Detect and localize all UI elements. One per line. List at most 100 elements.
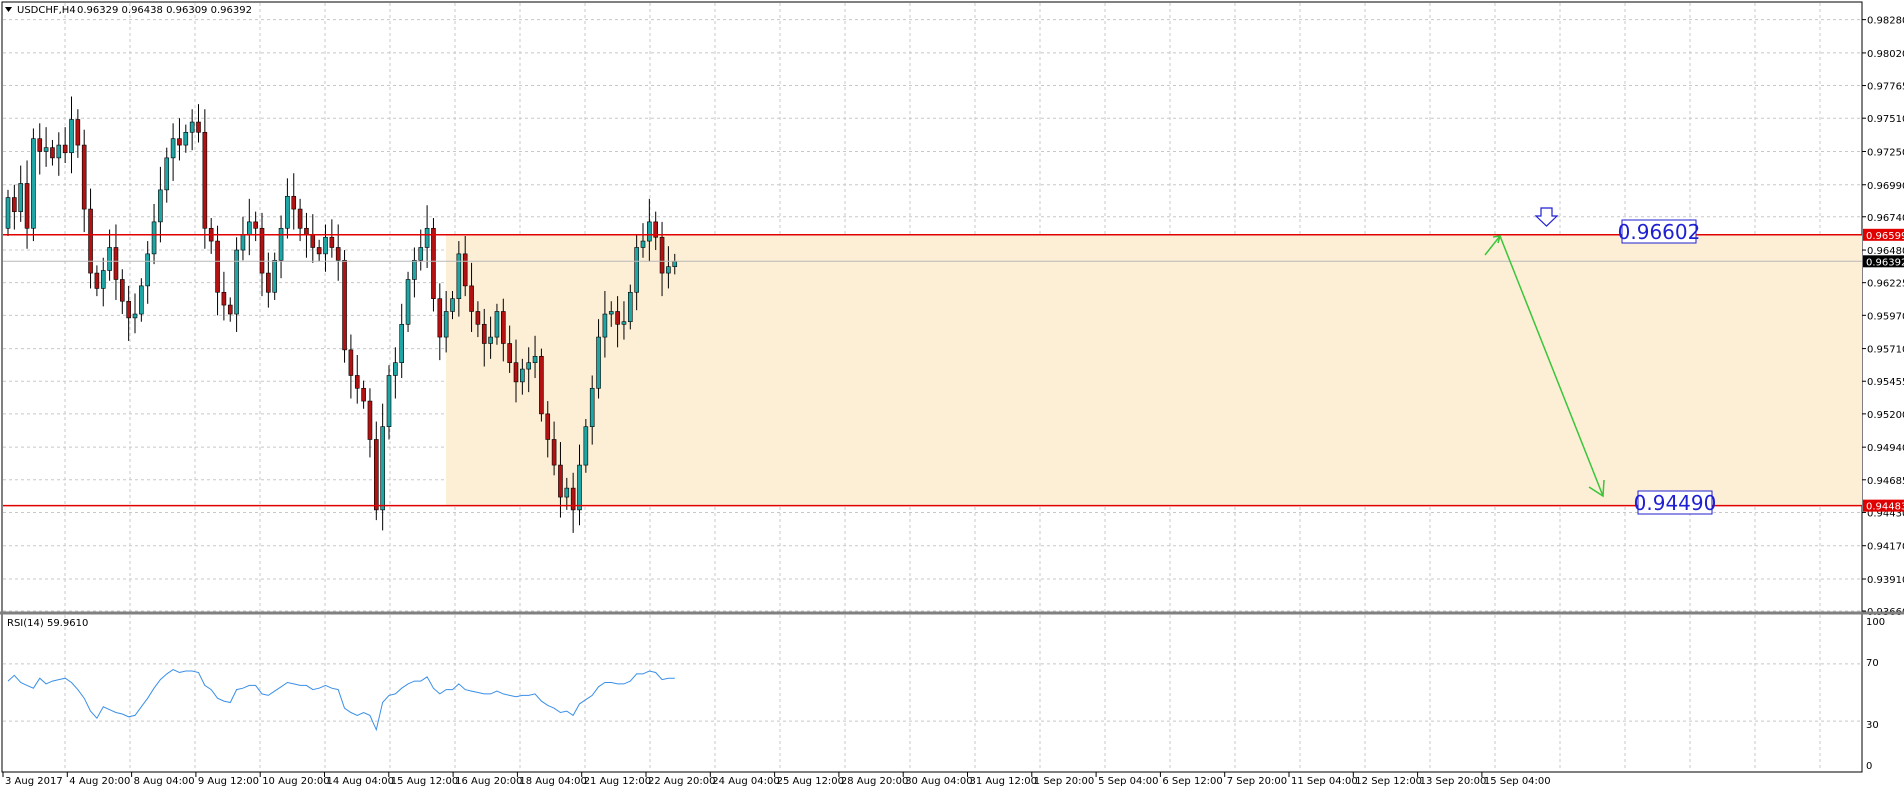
time-tick-label: 16 Aug 20:00 [455,776,522,787]
candle-body [507,343,512,363]
projection-arrow[interactable] [1484,235,1605,498]
time-tick-label: 10 Aug 20:00 [262,776,329,787]
candle-body [94,272,100,289]
down-arrow-icon[interactable] [1534,207,1559,227]
candle-body [551,439,557,466]
candle-body [196,121,201,133]
candle-body [367,400,373,440]
candle-body [405,279,411,325]
time-tick-label: 8 Aug 04:00 [134,776,195,787]
candle-body [615,311,620,325]
candle-body [348,349,354,376]
candle-body [469,285,474,312]
candle-body [69,119,74,154]
time-tick-label: 14 Aug 04:00 [327,776,394,787]
candle-body [240,234,246,251]
candle-body [107,247,112,271]
candle-body [500,311,506,344]
candle-body [539,355,544,415]
candle-body [62,144,68,154]
candle-body [145,253,150,287]
candle-body [329,236,335,248]
rsi-level-30: 30 [1866,720,1879,731]
time-tick-label: 1 Sep 20:00 [1034,776,1094,787]
time-tick-label: 3 Aug 2017 [5,776,63,787]
candle-body [126,300,131,319]
candle-body [234,249,239,315]
time-tick-label: 7 Sep 20:00 [1227,776,1287,787]
time-tick-label: 24 Aug 04:00 [712,776,779,787]
candle-body [564,487,570,498]
rsi-axis: 100 70 30 0 [1866,617,1885,772]
rsi-title: RSI(14) 59.9610 [7,618,88,629]
dropdown-triangle-icon[interactable] [5,7,12,12]
time-tick-label: 6 Sep 12:00 [1162,776,1222,787]
time-tick-label: 15 Sep 04:00 [1484,776,1551,787]
candle-body [291,195,297,210]
candle-body [139,285,144,315]
upper-price-label[interactable]: 0.96602 [1618,219,1701,244]
candles [5,96,678,533]
candle-body [608,311,614,315]
candle-body [88,208,93,274]
candle-body [259,227,265,274]
candle-body [520,368,525,383]
candle-body [272,259,278,293]
candle-body [583,426,589,466]
candle-body [151,221,157,255]
rsi-level-70: 70 [1866,658,1879,669]
candle-body [335,247,341,261]
candle-body [297,208,303,229]
candle-body [12,197,17,212]
candle-body [170,138,176,159]
rsi-panel-frame [1,613,1863,773]
candle-body [431,227,436,299]
time-tick-label: 25 Aug 12:00 [777,776,844,787]
candle-body [113,247,119,280]
chart-header: USDCHF,H4 0.96329 0.96438 0.96309 0.9639… [5,5,252,16]
current-price-tag: 0.96392 [1863,255,1904,268]
candle-body [310,234,316,248]
ohlc-readout: 0.96329 0.96438 0.96309 0.96392 [77,5,252,16]
time-tick-label: 15 Aug 12:00 [391,776,458,787]
candle-body [596,336,601,389]
svg-text:0.96392: 0.96392 [1866,257,1904,268]
price-tick-label: 0.95455 [1867,377,1904,388]
candle-body [475,311,481,325]
candle-body [354,375,360,389]
candle-body [100,270,106,289]
lower-price-label[interactable]: 0.94490 [1634,490,1717,515]
candle-body [399,323,405,363]
candle-body [247,221,252,235]
rsi-line [7,669,675,732]
candle-body [132,313,138,319]
rsi-grid [3,615,1862,771]
candle-body [189,121,195,133]
candle-body [266,272,271,293]
candle-body [164,157,170,191]
candle-body [627,291,633,323]
candle-body [50,147,55,159]
price-tick-label: 0.97765 [1867,82,1904,93]
rsi-level-0: 0 [1866,761,1872,772]
candle-body [532,355,538,363]
candle-body [120,279,125,302]
lower-line-tag: 0.94483 [1863,499,1904,513]
range-zone [446,234,1862,506]
candle-body [412,259,417,280]
candle-body [158,189,163,223]
candle-body [418,247,424,261]
time-tick-label: 11 Sep 04:00 [1291,776,1358,787]
time-tick-label: 31 Aug 12:00 [970,776,1037,787]
candle-body [462,253,468,287]
time-tick-label: 30 Aug 04:00 [905,776,972,787]
